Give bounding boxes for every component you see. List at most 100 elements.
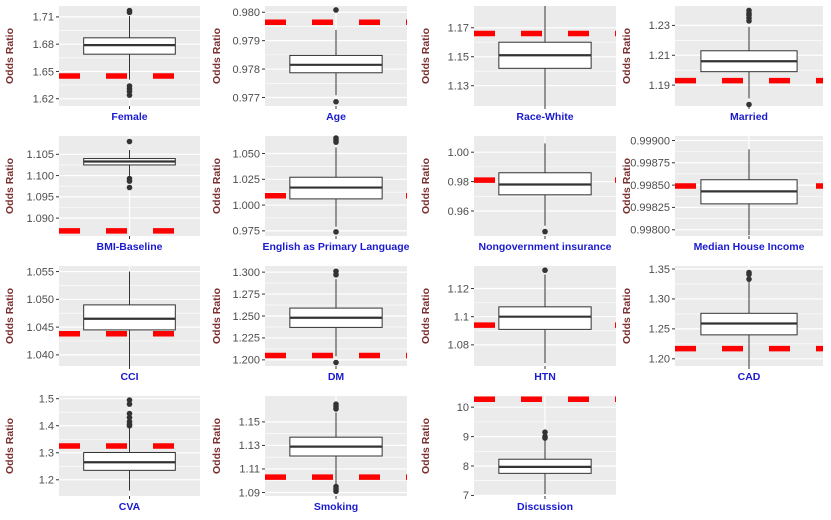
y-tick-label: 0.975 — [232, 226, 260, 238]
chart-panel: 0.99800 0.99825 0.99850 0.99875 0.99900 Media… — [621, 135, 823, 253]
y-axis-label: Odds Ratio — [420, 28, 432, 84]
y-tick-label: 1.050 — [26, 294, 54, 306]
y-tick-label: 1.250 — [232, 311, 260, 323]
y-tick-label: 1.4 — [39, 421, 54, 433]
y-tick-label: 1.2 — [39, 475, 54, 487]
chart-panel: 7 8 9 10 Discussion Odds Ratio — [420, 396, 616, 513]
x-axis-label: Race-White — [516, 111, 573, 123]
chart-panel: 1.2 1.3 1.4 1.5 CVA Odds Ratio — [4, 394, 200, 513]
y-tick-label: 1.200 — [232, 355, 260, 367]
x-axis-label: Married — [730, 111, 768, 123]
outlier-point — [126, 184, 133, 191]
outlier-point — [542, 435, 548, 441]
y-tick-label: 1.30 — [649, 294, 670, 306]
y-tick-label: 0.978 — [232, 64, 260, 76]
outlier-point — [126, 9, 133, 16]
outlier-point — [126, 401, 133, 407]
y-tick-label: 1.19 — [649, 80, 670, 92]
y-tick-label: 1.025 — [232, 174, 260, 186]
outlier-point — [333, 98, 339, 105]
y-tick-label: 1.25 — [649, 324, 670, 336]
y-tick-label: 1.15 — [239, 417, 260, 429]
x-axis-label: CVA — [119, 501, 141, 513]
outlier-point — [333, 406, 339, 412]
y-tick-label: 1.15 — [448, 52, 469, 64]
y-tick-label: 1.62 — [33, 94, 54, 106]
y-tick-label: 0.99875 — [630, 158, 670, 170]
outlier-point — [746, 271, 752, 278]
y-tick-label: 1.23 — [649, 20, 670, 32]
x-axis-label: CAD — [738, 371, 761, 383]
outlier-point — [333, 359, 339, 366]
y-tick-label: 1.12 — [448, 283, 469, 295]
y-tick-label: 1.225 — [232, 333, 260, 345]
y-tick-label: 1.040 — [26, 350, 54, 362]
y-tick-label: 1.21 — [649, 50, 670, 62]
outlier-point — [542, 267, 548, 274]
y-axis-label: Odds Ratio — [4, 418, 16, 474]
y-tick-label: 1.00 — [448, 147, 469, 159]
x-axis-label: Age — [326, 111, 346, 123]
outlier-point — [333, 229, 339, 235]
y-tick-label: 0.980 — [232, 7, 260, 19]
outlier-point — [333, 488, 339, 495]
chart-panel: 1.200 1.225 1.250 1.275 1.300 DM Odds Ratio — [211, 266, 407, 383]
y-tick-label: 0.979 — [232, 35, 260, 47]
x-axis-label: Smoking — [314, 501, 358, 513]
y-axis-label: Odds Ratio — [420, 418, 432, 474]
y-tick-label: 1.090 — [26, 213, 54, 225]
outlier-point — [126, 414, 133, 421]
y-axis-label: Odds Ratio — [211, 418, 223, 474]
outlier-point — [126, 410, 133, 417]
y-tick-label: 1.000 — [232, 200, 260, 212]
x-axis-label: DM — [328, 371, 345, 383]
outlier-point — [746, 276, 752, 282]
chart-panel: 1.13 1.15 1.17 Race-White Odds Ratio — [420, 6, 616, 123]
y-tick-label: 1.17 — [448, 23, 469, 35]
outlier-point — [126, 178, 133, 184]
chart-panel: 0.977 0.978 0.979 0.980 Age Odds Ratio — [211, 6, 407, 123]
y-tick-label: 1.100 — [26, 170, 54, 182]
y-axis-label: Odds Ratio — [420, 158, 432, 214]
box-iqr — [83, 304, 176, 331]
y-tick-label: 1.095 — [26, 192, 54, 204]
outlier-point — [126, 397, 133, 403]
y-axis-label: Odds Ratio — [420, 288, 432, 344]
x-axis-label: Female — [111, 111, 147, 123]
y-tick-label: 1.3 — [39, 448, 54, 460]
y-tick-label: 1.045 — [26, 322, 54, 334]
chart-panel: 0.96 0.98 1.00 Nongovernment insurance Odds … — [420, 136, 616, 253]
y-tick-label: 1.08 — [448, 340, 469, 352]
y-tick-label: 0.99800 — [630, 225, 670, 237]
y-tick-label: 0.96 — [448, 206, 469, 218]
y-tick-label: 1.105 — [26, 149, 54, 161]
x-axis-label: HTN — [534, 371, 556, 383]
y-tick-label: 10 — [457, 402, 469, 414]
chart-panel: 1.090 1.095 1.100 1.105 BMI-Baseline Odds Rat… — [4, 136, 200, 253]
outlier-point — [746, 18, 752, 24]
x-axis-label: CCI — [120, 371, 138, 383]
y-tick-label: 1.13 — [239, 440, 260, 452]
y-tick-label: 1.35 — [649, 264, 670, 276]
y-tick-label: 1.300 — [232, 267, 260, 279]
outlier-point — [126, 138, 133, 145]
y-tick-label: 9 — [463, 431, 469, 443]
y-tick-label: 1.055 — [26, 266, 54, 278]
y-tick-label: 1.20 — [649, 354, 670, 366]
y-tick-label: 7 — [463, 490, 469, 502]
y-axis-label: Odds Ratio — [621, 288, 633, 344]
box-iqr — [498, 306, 592, 330]
y-tick-label: 1.68 — [33, 39, 54, 51]
y-tick-label: 0.99900 — [630, 135, 670, 147]
outlier-point — [542, 228, 548, 235]
chart-panel: 0.975 1.000 1.025 1.050 English as Primary L… — [211, 135, 410, 253]
y-tick-label: 0.99850 — [630, 180, 670, 192]
y-tick-label: 0.99825 — [630, 202, 670, 214]
x-axis-label: Median House Income — [694, 241, 805, 253]
y-axis-label: Odds Ratio — [4, 158, 16, 214]
y-axis-label: Odds Ratio — [211, 158, 223, 214]
y-tick-label: 8 — [463, 461, 469, 473]
y-tick-label: 1.275 — [232, 289, 260, 301]
y-tick-label: 1.1 — [454, 312, 469, 324]
